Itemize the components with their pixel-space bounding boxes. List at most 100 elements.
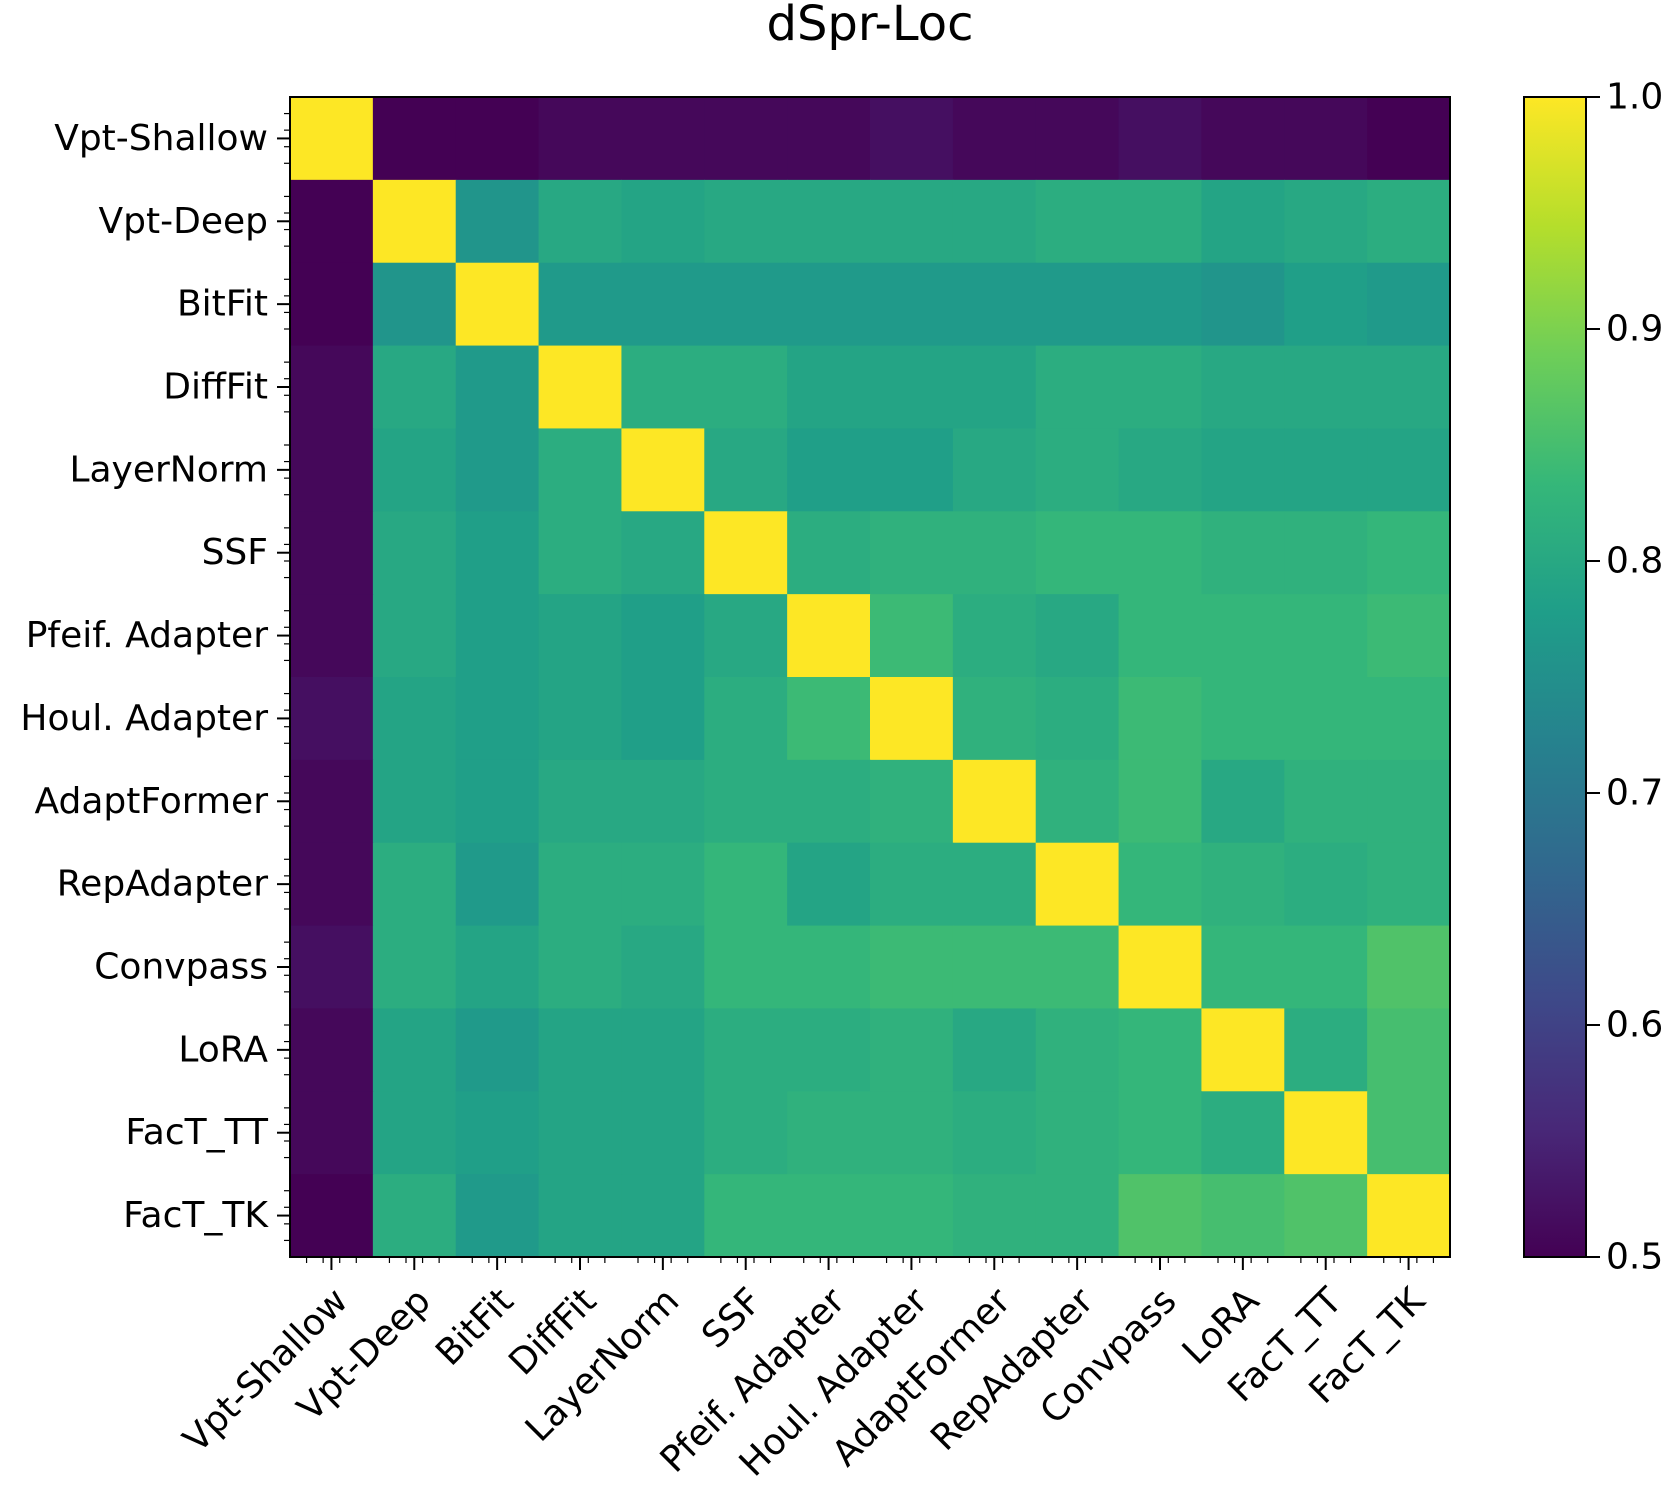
heatmap-cell xyxy=(870,179,954,264)
heatmap-cell xyxy=(372,1174,457,1258)
heatmap-cell xyxy=(621,1008,705,1092)
heatmap-cell xyxy=(1201,1174,1285,1258)
heatmap-cell xyxy=(538,1174,623,1258)
heatmap-cell xyxy=(704,677,788,761)
heatmap-cell xyxy=(372,759,457,844)
heatmap-cell xyxy=(704,511,788,595)
heatmap-cell xyxy=(1284,345,1368,430)
heatmap-cell xyxy=(1201,179,1285,264)
y-tick-label: FacT_TT xyxy=(125,1112,269,1153)
heatmap-cell xyxy=(538,428,623,512)
heatmap-cell xyxy=(621,511,705,595)
heatmap-cell xyxy=(455,97,540,181)
heatmap-cell xyxy=(372,262,457,347)
heatmap-cell xyxy=(538,511,623,595)
heatmap-cell xyxy=(1367,842,1451,927)
heatmap-cell xyxy=(538,925,623,1010)
heatmap-cell xyxy=(621,1174,705,1258)
heatmap-cell xyxy=(538,345,623,430)
heatmap-cell xyxy=(704,179,788,264)
colorbar xyxy=(1523,96,1587,1258)
heatmap-cell xyxy=(870,842,954,927)
heatmap-cell xyxy=(1035,179,1120,264)
heatmap-cell xyxy=(1284,925,1368,1010)
heatmap-cell xyxy=(621,428,705,512)
heatmap-cell xyxy=(1118,594,1203,678)
heatmap-cell xyxy=(290,925,374,1010)
heatmap-cell xyxy=(538,262,623,347)
heatmap-cell xyxy=(952,759,1037,844)
heatmap-cell xyxy=(1367,594,1451,678)
heatmap-cell xyxy=(290,511,374,595)
y-tick-label: BitFit xyxy=(177,284,268,325)
heatmap-cell xyxy=(787,1174,871,1258)
heatmap-cell xyxy=(372,925,457,1010)
x-minor-ticks xyxy=(305,1257,1435,1263)
heatmap-cell xyxy=(1035,842,1120,927)
heatmap-cell xyxy=(1201,594,1285,678)
heatmap-cell xyxy=(952,511,1037,595)
heatmap-cell xyxy=(290,1091,374,1175)
heatmap-cell xyxy=(290,677,374,761)
heatmap-cell xyxy=(1118,262,1203,347)
y-tick-label: LoRA xyxy=(178,1029,268,1070)
heatmap-cell xyxy=(1367,925,1451,1010)
heatmap-cell xyxy=(621,1091,705,1175)
heatmap-cell xyxy=(1118,345,1203,430)
heatmap-cell xyxy=(1284,842,1368,927)
y-tick-label: Convpass xyxy=(94,947,268,988)
heatmap-cell xyxy=(290,759,374,844)
heatmap-frame xyxy=(289,96,1451,1258)
heatmap-cell xyxy=(1035,594,1120,678)
heatmap-cell xyxy=(787,428,871,512)
heatmap-cell xyxy=(704,1091,788,1175)
heatmap-cell xyxy=(704,759,788,844)
heatmap-cell xyxy=(870,428,954,512)
heatmap-cell xyxy=(1035,97,1120,181)
heatmap-cell xyxy=(1201,511,1285,595)
heatmap-cell xyxy=(621,759,705,844)
x-axis: Vpt-ShallowVpt-DeepBitFitDiffFitLayerNor… xyxy=(176,1257,1434,1485)
heatmap-cell xyxy=(621,179,705,264)
y-minor-ticks xyxy=(284,112,290,1242)
heatmap-cell xyxy=(538,1091,623,1175)
heatmap-cell xyxy=(870,1091,954,1175)
heatmap-cell xyxy=(870,677,954,761)
heatmap-cell xyxy=(870,345,954,430)
heatmap-cell xyxy=(1118,925,1203,1010)
chart-title: dSpr-Loc xyxy=(766,0,973,52)
heatmap-cell xyxy=(952,925,1037,1010)
heatmap-cell xyxy=(787,677,871,761)
heatmap-cell xyxy=(1284,1174,1368,1258)
heatmap-cell xyxy=(1284,1091,1368,1175)
heatmap-cell xyxy=(870,1174,954,1258)
heatmap-cell xyxy=(704,97,788,181)
heatmap-cell xyxy=(621,345,705,430)
heatmap-cell xyxy=(952,179,1037,264)
heatmap-cell xyxy=(952,1091,1037,1175)
heatmap-cell xyxy=(455,1008,540,1092)
heatmap-cell xyxy=(1367,759,1451,844)
heatmap-cell xyxy=(870,262,954,347)
heatmap-cell xyxy=(1035,1008,1120,1092)
y-tick-label: DiffFit xyxy=(163,367,268,408)
heatmap-cell xyxy=(1035,511,1120,595)
heatmap-cell xyxy=(372,179,457,264)
heatmap-cell xyxy=(952,345,1037,430)
heatmap-cell xyxy=(1035,1174,1120,1258)
heatmap-cell xyxy=(538,842,623,927)
y-tick-label: Vpt-Shallow xyxy=(54,118,268,159)
heatmap-cell xyxy=(787,262,871,347)
y-tick-label: RepAdapter xyxy=(57,864,268,905)
heatmap-cell xyxy=(372,1091,457,1175)
heatmap-cell xyxy=(704,428,788,512)
heatmap-cell xyxy=(1284,1008,1368,1092)
heatmap-cell xyxy=(1201,345,1285,430)
heatmap-cell xyxy=(372,428,457,512)
heatmap-cell xyxy=(1201,759,1285,844)
colorbar-ticks: 0.5 0.6 0.7 0.8 0.9 1.0 xyxy=(1586,77,1662,1278)
heatmap-cell xyxy=(952,262,1037,347)
y-tick-label: Pfeif. Adapter xyxy=(26,615,268,656)
heatmap-cell xyxy=(455,759,540,844)
